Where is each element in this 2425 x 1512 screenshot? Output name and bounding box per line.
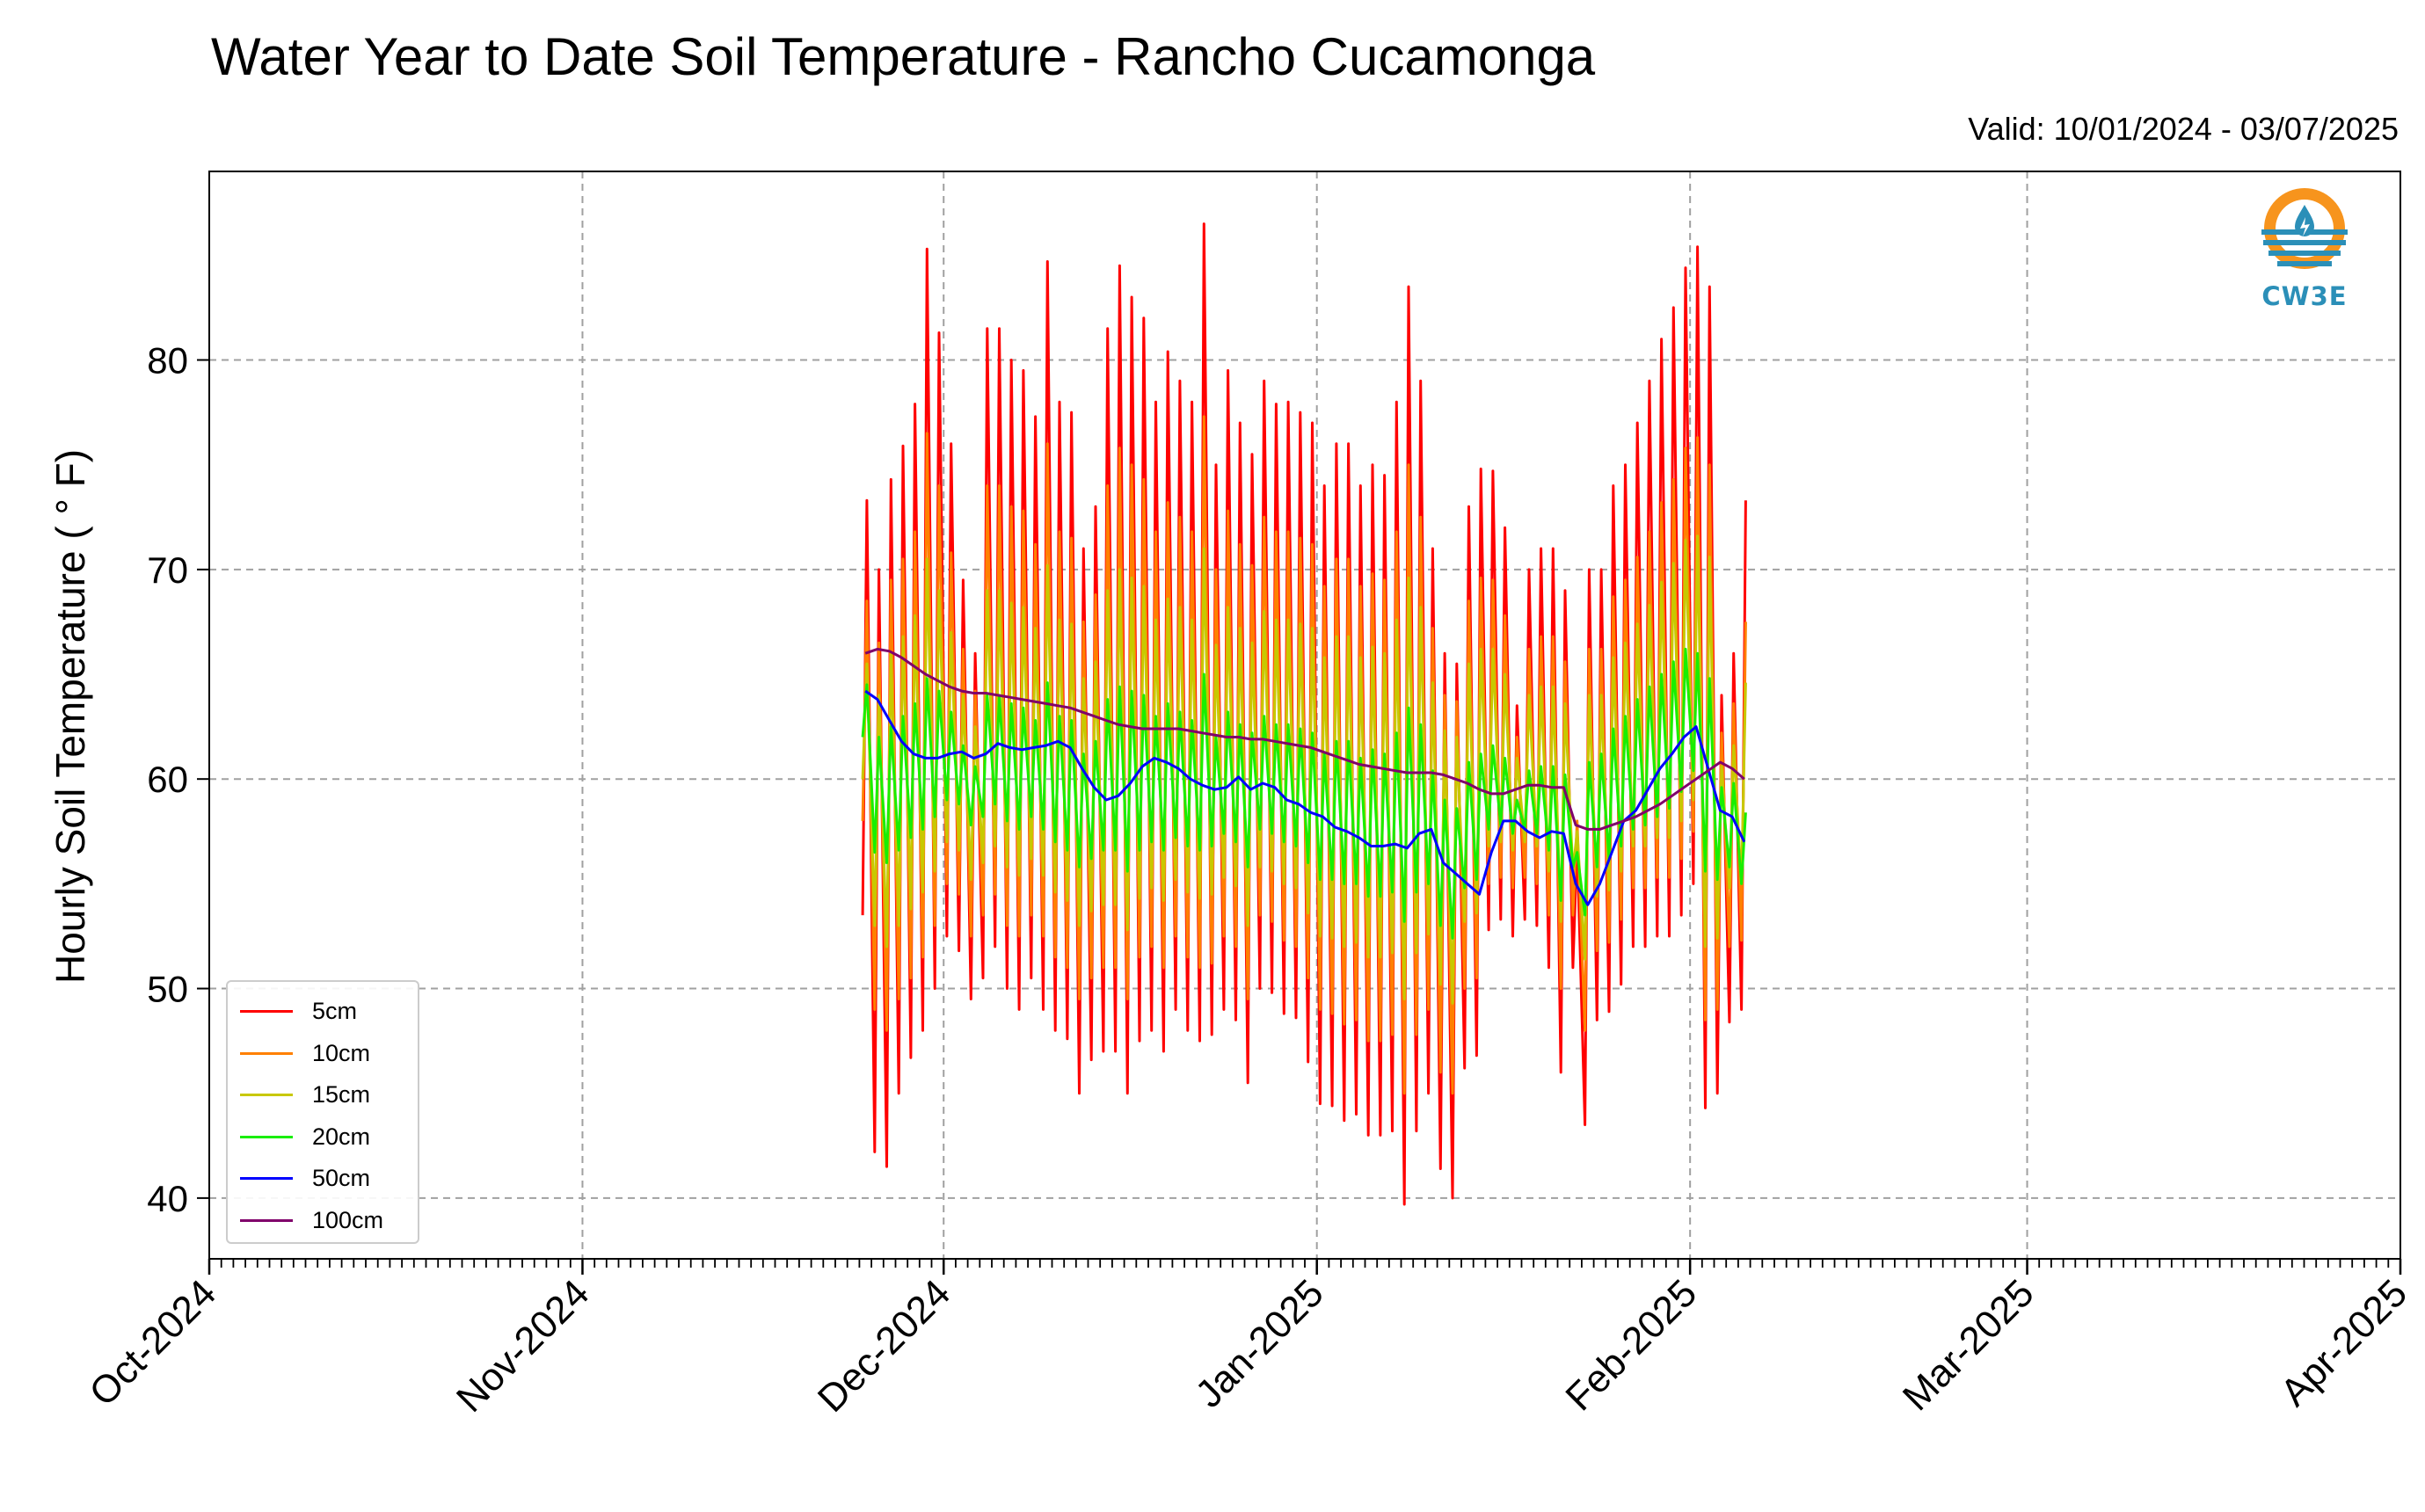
legend-label: 50cm xyxy=(312,1165,371,1192)
chart-title: Water Year to Date Soil Temperature - Ra… xyxy=(211,27,1596,86)
y-tick-label: 50 xyxy=(147,969,188,1010)
y-tick-label: 70 xyxy=(147,549,188,591)
legend-label: 100cm xyxy=(312,1206,384,1233)
x-tick-label: Jan-2025 xyxy=(1187,1271,1331,1415)
legend-item-20cm: 20cm xyxy=(240,1116,418,1159)
x-minor-ticks xyxy=(208,1259,2401,1268)
legend-swatch xyxy=(240,1094,293,1097)
legend-label: 15cm xyxy=(312,1081,371,1109)
x-tick-label: Feb-2025 xyxy=(1557,1271,1705,1419)
x-tick-label: Apr-2025 xyxy=(2272,1271,2415,1414)
legend-swatch xyxy=(240,1218,293,1222)
legend-swatch xyxy=(240,1135,293,1138)
legend-label: 10cm xyxy=(312,1039,371,1066)
cw3e-logo-text: CW3E xyxy=(2261,281,2348,311)
cw3e-logo-icon xyxy=(2261,188,2348,269)
series-lines xyxy=(861,222,1747,1206)
series-line-20cm xyxy=(861,647,1747,940)
series-line-50cm xyxy=(864,689,1746,906)
legend-swatch xyxy=(240,1010,293,1014)
legend-item-10cm: 10cm xyxy=(240,1033,418,1075)
series-line-100cm xyxy=(864,647,1745,831)
legend-swatch xyxy=(240,1177,293,1181)
legend: 5cm 10cm 15cm 20cm 50cm 100cm xyxy=(226,980,419,1244)
legend-label: 5cm xyxy=(312,998,358,1025)
legend-item-100cm: 100cm xyxy=(240,1200,418,1242)
legend-label: 20cm xyxy=(312,1123,371,1150)
legend-item-5cm: 5cm xyxy=(240,991,418,1033)
legend-item-50cm: 50cm xyxy=(240,1158,418,1200)
legend-swatch xyxy=(240,1051,293,1055)
x-tick-label: Dec-2024 xyxy=(810,1271,959,1421)
x-tick-label: Oct-2024 xyxy=(81,1271,224,1414)
cw3e-logo: CW3E xyxy=(2256,180,2353,321)
legend-item-15cm: 15cm xyxy=(240,1074,418,1116)
x-tick-label: Mar-2025 xyxy=(1895,1271,2043,1419)
x-tick-label: Nov-2024 xyxy=(448,1271,598,1421)
valid-range-label: Valid: 10/01/2024 - 03/07/2025 xyxy=(1968,111,2399,147)
y-tick-label: 40 xyxy=(147,1178,188,1219)
y-tick-label: 60 xyxy=(147,759,188,800)
y-tick-label: 80 xyxy=(147,340,188,382)
